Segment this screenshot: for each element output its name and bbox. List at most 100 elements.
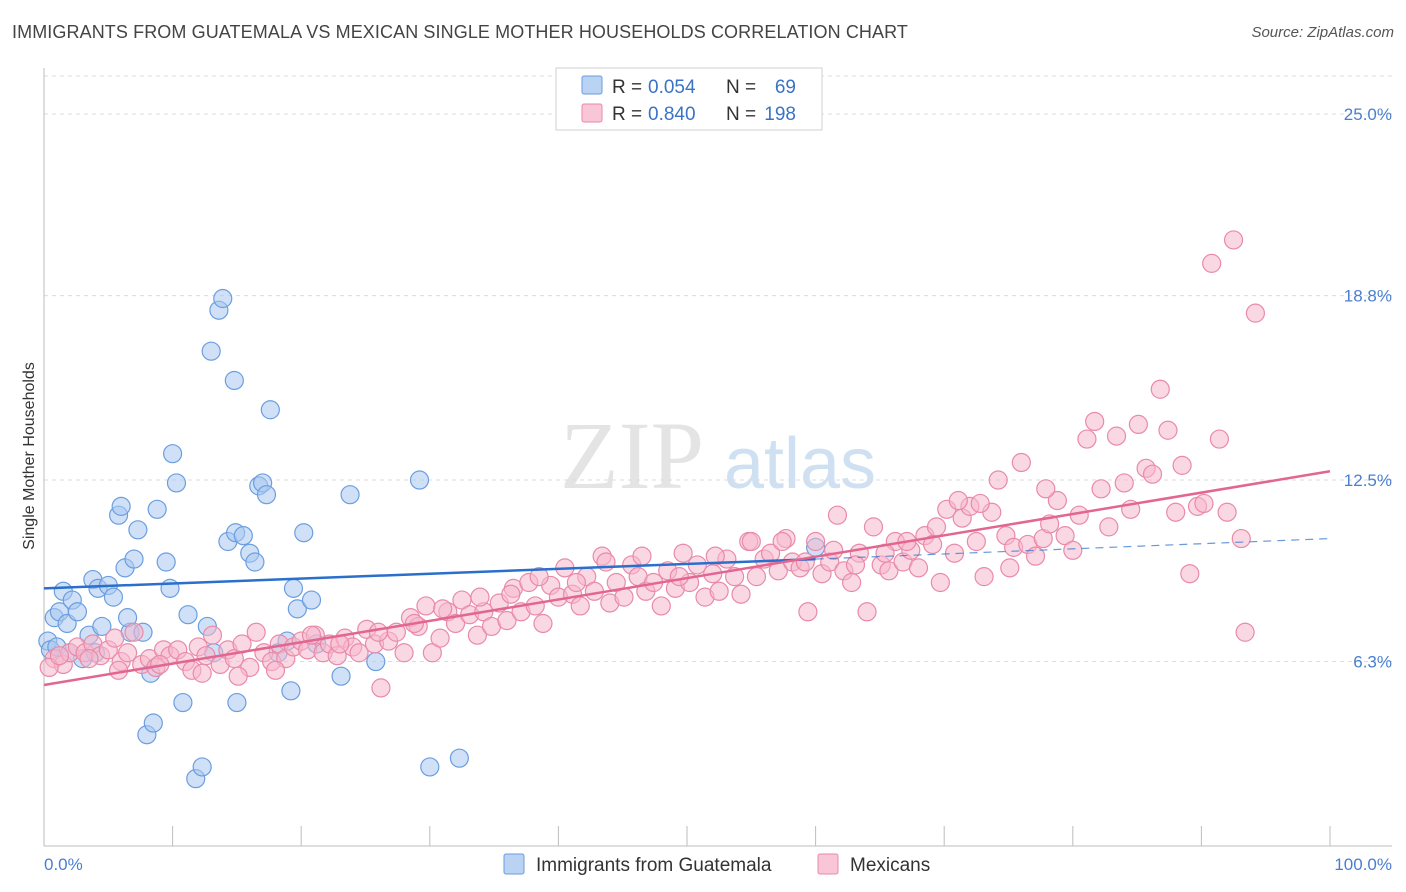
point-guatemala: [92, 616, 112, 637]
point-mexicans: [470, 587, 490, 607]
point-mexicans: [944, 543, 965, 563]
y-tick-label: 25.0%: [1344, 105, 1392, 124]
point-mexicans: [1128, 414, 1148, 435]
series-guatemala-points: [38, 288, 826, 789]
point-guatemala: [287, 599, 307, 619]
point-guatemala: [201, 341, 221, 361]
point-mexicans: [863, 517, 884, 537]
y-tick-label: 6.3%: [1353, 653, 1392, 672]
point-guatemala: [224, 370, 244, 391]
point-mexicans: [533, 613, 553, 634]
point-mexicans: [651, 596, 671, 616]
point-mexicans: [1077, 429, 1097, 449]
point-mexicans: [1036, 479, 1056, 499]
point-mexicans: [433, 599, 453, 619]
point-mexicans: [570, 596, 590, 616]
point-mexicans: [842, 572, 862, 593]
point-mexicans: [741, 531, 761, 552]
point-mexicans: [798, 602, 818, 622]
point-mexicans: [1202, 253, 1222, 273]
point-mexicans: [1085, 411, 1105, 432]
point-mexicans: [974, 567, 994, 587]
point-mexicans: [988, 470, 1008, 490]
trend-line-guatemala-extended: [815, 537, 1331, 560]
point-guatemala: [143, 713, 163, 733]
bottom-legend-swatch-mexicans: [817, 853, 839, 875]
point-mexicans: [709, 581, 729, 601]
point-guatemala: [260, 400, 280, 420]
point-guatemala: [294, 523, 314, 543]
point-guatemala: [331, 666, 351, 686]
point-mexicans: [795, 552, 815, 572]
legend-n-label-mexicans: N =: [726, 104, 756, 125]
point-mexicans: [632, 546, 652, 566]
point-mexicans: [192, 663, 212, 683]
y-tick-labels: 6.3% 12.5% 18.8% 25.0%: [1344, 105, 1392, 671]
x-tick-labels: 0.0% 100.0%: [44, 855, 1392, 874]
point-mexicans: [930, 572, 950, 593]
point-mexicans: [1245, 303, 1266, 323]
point-mexicans: [1011, 452, 1031, 473]
legend-swatch-guatemala: [581, 75, 603, 95]
legend-r-value-guatemala: 0.054: [648, 77, 696, 98]
point-mexicans: [1235, 622, 1255, 642]
point-mexicans: [430, 628, 450, 648]
point-mexicans: [349, 643, 369, 663]
point-guatemala: [449, 748, 469, 768]
chart-source: Source: ZipAtlas.com: [1251, 24, 1394, 41]
point-guatemala: [111, 496, 131, 516]
point-mexicans: [673, 543, 693, 563]
point-mexicans: [467, 625, 487, 645]
point-guatemala: [227, 692, 247, 713]
bottom-legend: Immigrants from Guatemala Mexicans: [503, 853, 930, 876]
point-mexicans: [705, 546, 725, 566]
point-guatemala: [192, 757, 212, 777]
point-mexicans: [824, 540, 844, 560]
point-mexicans: [1223, 230, 1244, 250]
point-mexicans: [1231, 528, 1251, 549]
point-guatemala: [283, 578, 304, 598]
legend-r-value-mexicans: 0.840: [648, 104, 696, 125]
point-mexicans: [1158, 420, 1178, 440]
point-mexicans: [105, 628, 125, 648]
bottom-legend-swatch-guatemala: [503, 853, 525, 875]
y-axis-label: Single Mother Households: [21, 362, 38, 550]
point-mexicans: [857, 602, 877, 622]
point-mexicans: [497, 610, 517, 631]
point-guatemala: [256, 485, 277, 505]
point-guatemala: [420, 757, 440, 777]
watermark-atlas: atlas: [724, 424, 876, 504]
trend-line-guatemala: [43, 557, 816, 590]
point-mexicans: [529, 567, 549, 587]
trend-line-mexicans: [43, 470, 1331, 687]
point-mexicans: [772, 531, 792, 552]
point-mexicans: [501, 584, 521, 604]
chart-title: IMMIGRANTS FROM GUATEMALA VS MEXICAN SIN…: [12, 22, 909, 42]
point-mexicans: [845, 555, 866, 575]
point-guatemala: [301, 590, 322, 610]
point-mexicans: [1217, 502, 1237, 522]
point-mexicans: [805, 531, 826, 552]
point-mexicans: [525, 596, 545, 616]
point-mexicans: [970, 493, 990, 514]
point-guatemala: [178, 605, 198, 625]
point-guatemala: [156, 552, 176, 572]
x-tick-label-max: 100.0%: [1334, 855, 1392, 874]
point-mexicans: [117, 643, 138, 663]
point-mexicans: [1150, 379, 1170, 399]
point-guatemala: [163, 444, 183, 464]
point-mexicans: [228, 666, 248, 686]
point-mexicans: [1025, 546, 1046, 566]
point-guatemala: [245, 552, 265, 572]
point-mexicans: [246, 622, 266, 642]
point-guatemala: [166, 473, 187, 493]
point-mexicans: [1142, 464, 1163, 484]
watermark-zip: ZIP: [560, 402, 704, 509]
point-mexicans: [1114, 473, 1134, 493]
point-mexicans: [1209, 429, 1230, 449]
point-guatemala: [160, 578, 180, 598]
legend: R = 0.054 N = 69 R = 0.840 N = 198: [555, 67, 823, 131]
point-mexicans: [908, 558, 929, 578]
point-mexicans: [368, 622, 388, 642]
series-mexicans-points: [39, 230, 1266, 698]
